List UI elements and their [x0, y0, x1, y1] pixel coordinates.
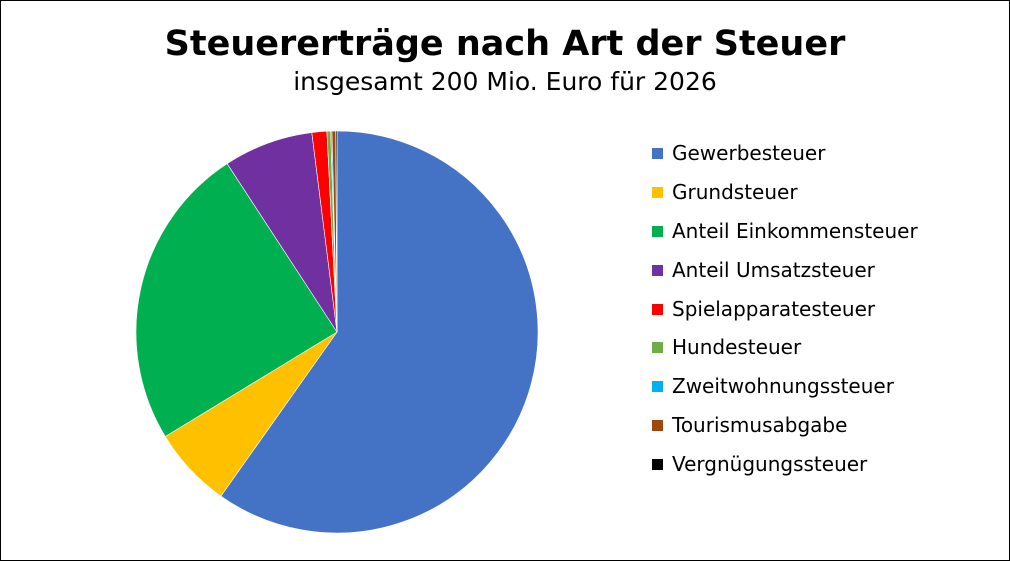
legend-swatch [652, 186, 663, 198]
legend-swatch [652, 225, 663, 237]
legend-label: Spielapparatesteuer [672, 296, 876, 321]
pie-slice-9 [335, 130, 338, 333]
pie-slice-3 [135, 163, 338, 437]
legend-swatch [652, 342, 663, 354]
legend-label: Grundsteuer [672, 179, 798, 204]
legend-swatch [652, 303, 663, 315]
legend-label: Anteil Umsatzsteuer [672, 257, 875, 282]
legend-label: Hundesteuer [672, 335, 802, 360]
legend-swatch [652, 459, 663, 471]
legend-label: Zweitwohnungssteuer [672, 374, 894, 399]
legend-swatch [652, 420, 663, 432]
legend-swatch [652, 148, 663, 159]
legend-label: Vergnügungssteuer [672, 452, 868, 477]
legend-label: Gewerbesteuer [672, 141, 826, 165]
pie-slice-1 [220, 130, 539, 534]
legend-swatch [652, 264, 663, 276]
legend-label: Anteil Einkommensteuer [672, 218, 918, 243]
chart-title: Steuererträge nach Art der Steuer [164, 24, 846, 64]
chart-subtitle: insgesamt 200 Mio. Euro für 2026 [293, 67, 717, 96]
legend-label: Tourismusabgabe [672, 413, 848, 438]
legend-swatch [652, 381, 663, 393]
